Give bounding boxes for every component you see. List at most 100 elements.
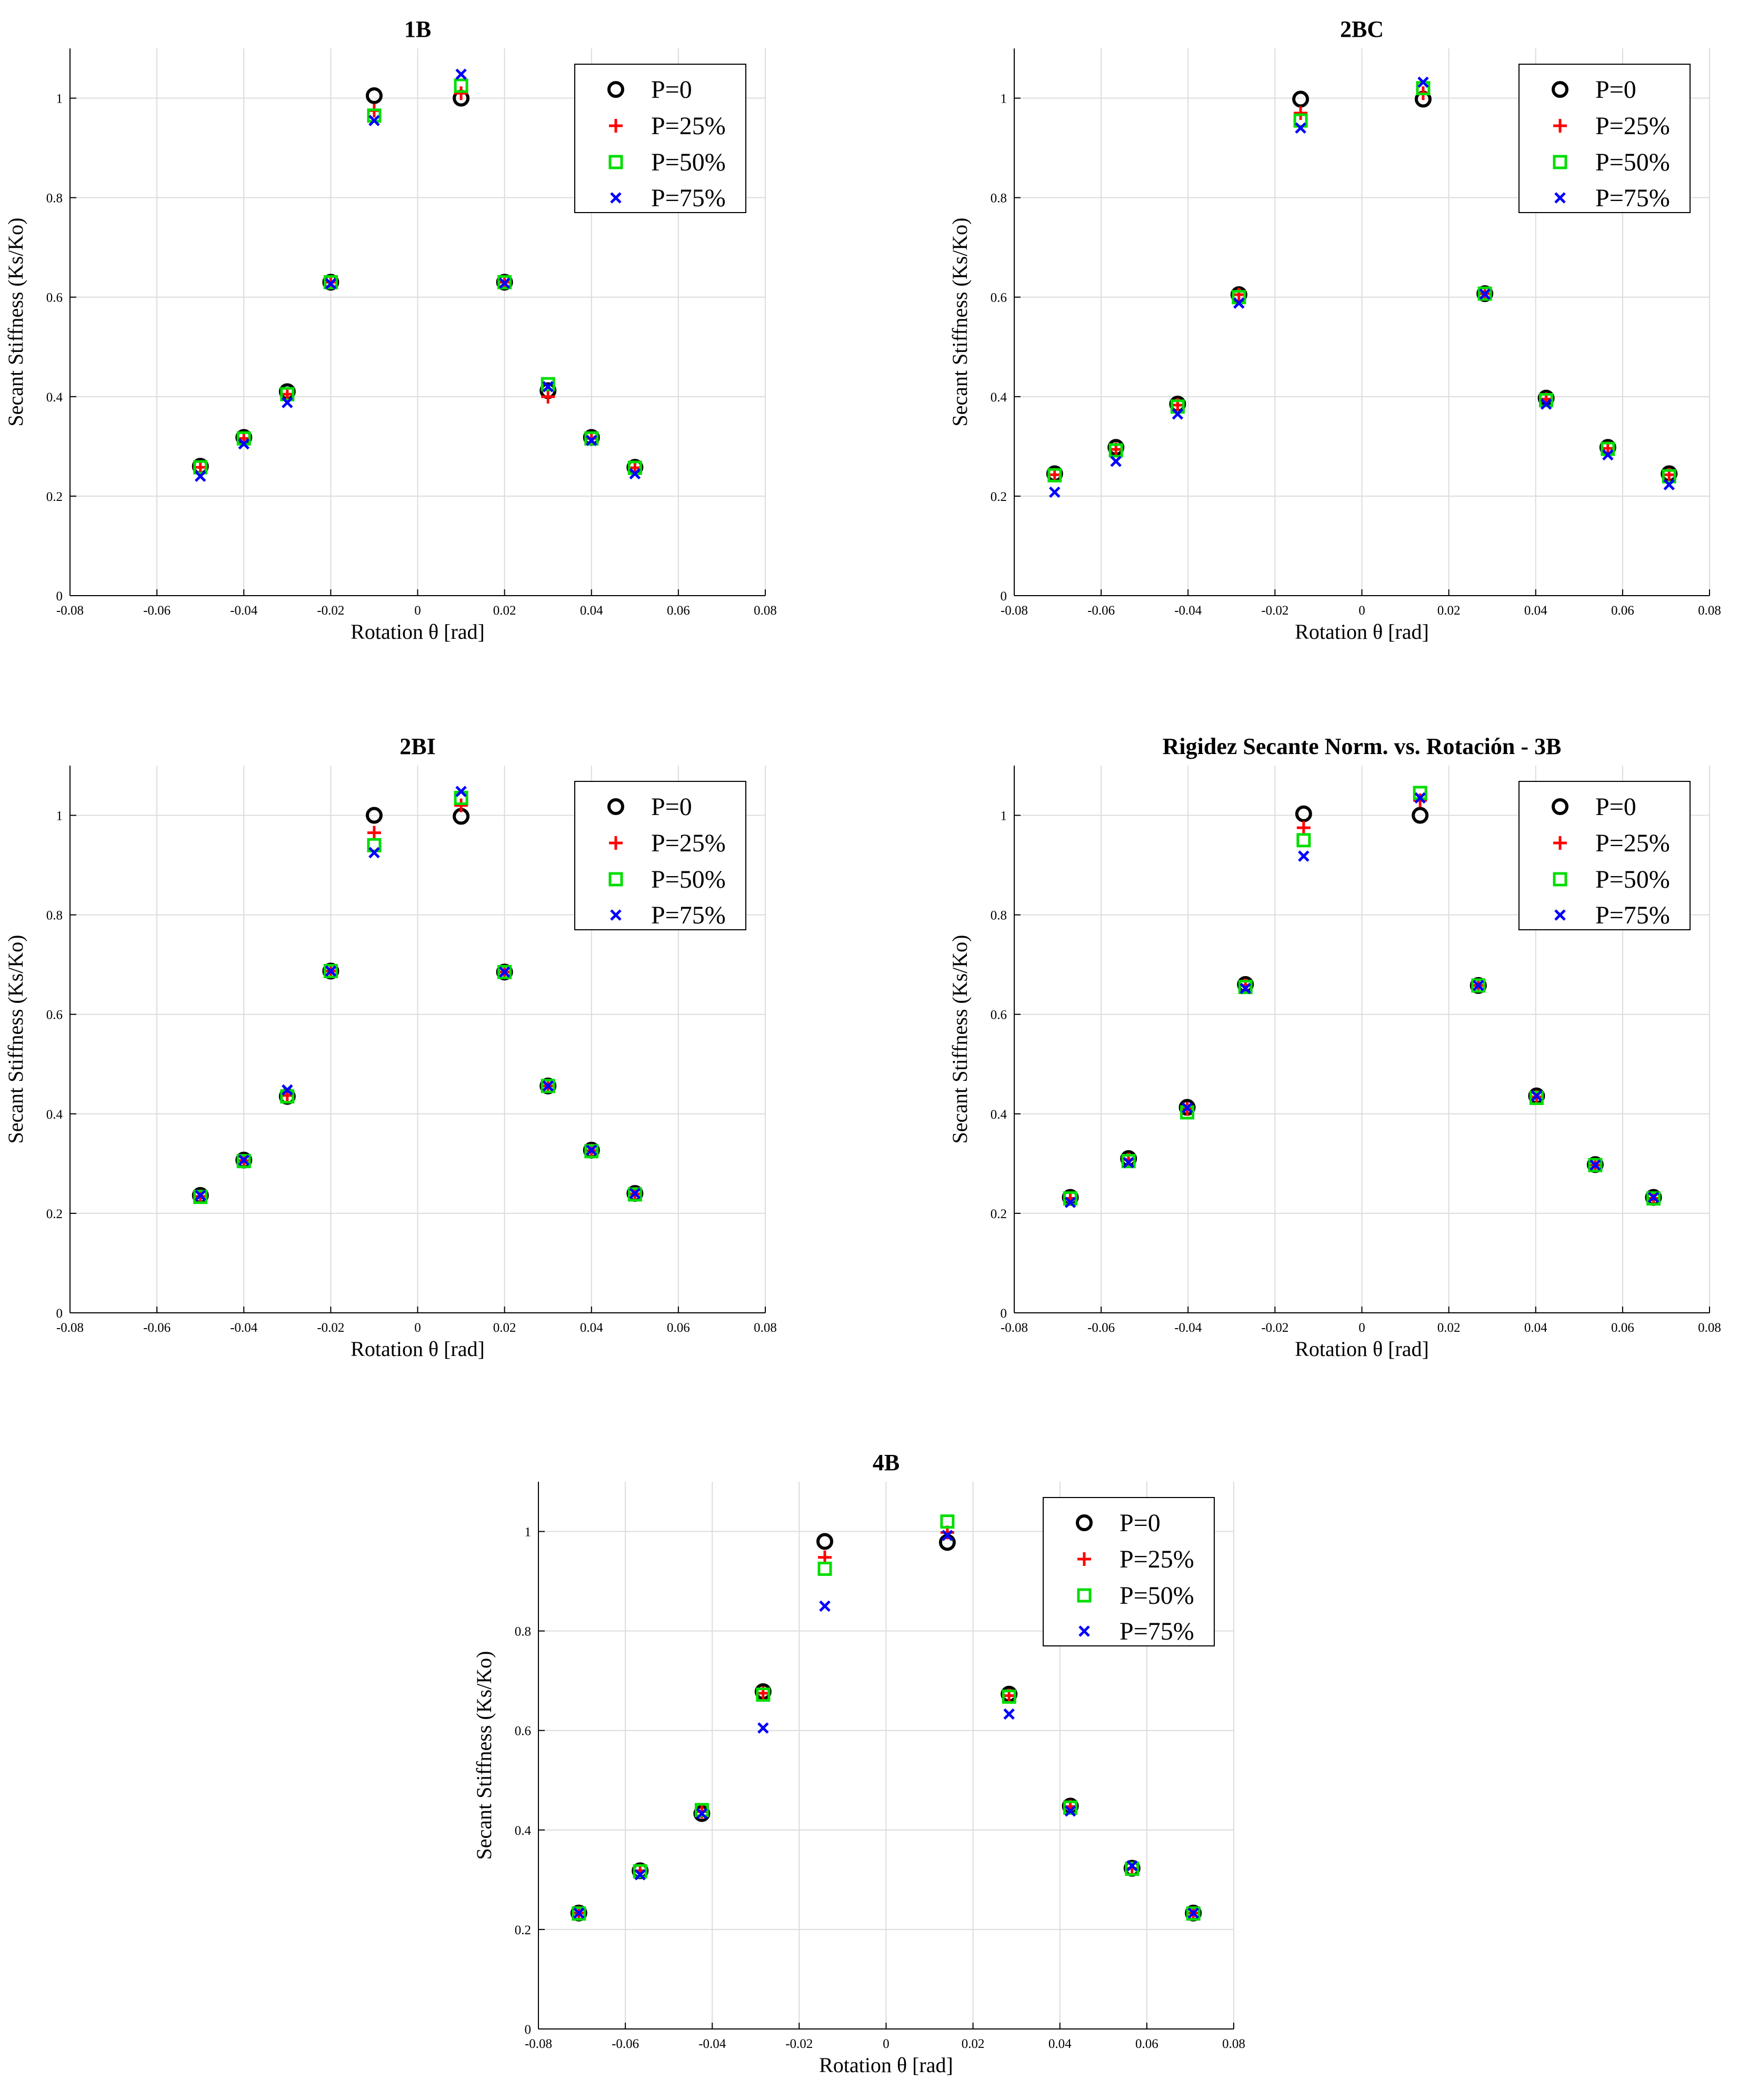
y-tick-label: 0 — [56, 589, 63, 604]
x-tick-label: 0.06 — [1611, 1321, 1634, 1335]
data-point — [1172, 408, 1184, 420]
data-point — [1064, 1197, 1076, 1208]
data-point — [627, 1187, 642, 1202]
y-axis-label: Secant Stiffness (Ks/Ko) — [948, 218, 972, 427]
x-tick-label: 0.06 — [1135, 2037, 1158, 2051]
series-x — [1064, 792, 1660, 1208]
data-point — [1126, 1860, 1138, 1872]
x-tick-label: 0.06 — [1611, 604, 1634, 618]
legend-label: P=75% — [1595, 184, 1670, 212]
legend-marker — [1078, 1625, 1090, 1637]
data-point — [238, 1154, 250, 1166]
x-tick-label: 0.08 — [1698, 1321, 1721, 1335]
data-point — [1063, 1800, 1078, 1815]
y-axis-label: Secant Stiffness (Ks/Ko) — [4, 935, 27, 1144]
x-tick-label: -0.04 — [1174, 1321, 1202, 1335]
chart-panel-1: -0.08 -0.06 -0.04 -0.02 0 0.02 0.04 0.06 0.08 0 0.… — [4, 16, 777, 644]
y-tick-label: 0.4 — [46, 390, 63, 405]
data-point — [1479, 288, 1491, 300]
legend-box — [1043, 1497, 1215, 1646]
data-point — [193, 460, 208, 475]
data-point — [573, 1907, 585, 1919]
data-point — [696, 1807, 708, 1820]
legend: P=0 P=25% P=50% P=75% — [1518, 64, 1691, 213]
data-point — [498, 966, 511, 978]
data-point — [194, 1190, 206, 1201]
data-point — [1588, 1158, 1603, 1172]
data-point — [365, 87, 383, 104]
y-tick-label: 0.8 — [991, 192, 1007, 206]
legend-box — [574, 64, 746, 213]
legend-box — [1518, 64, 1691, 213]
data-point — [1647, 1191, 1660, 1203]
y-tick-label: 0.6 — [46, 291, 63, 305]
data-point — [817, 1561, 832, 1576]
data-point — [1064, 1805, 1076, 1817]
data-point — [629, 468, 641, 480]
series-x — [573, 1530, 1199, 1919]
x-tick-label: -0.04 — [230, 604, 258, 618]
x-tick-label: 0 — [1358, 604, 1365, 618]
data-point — [572, 1906, 586, 1921]
data-point — [1121, 1154, 1136, 1169]
x-axis-label: Rotation θ [rad] — [351, 1337, 485, 1361]
legend-label: P=75% — [1595, 901, 1670, 929]
data-point — [1049, 486, 1061, 498]
legend-marker — [1554, 909, 1566, 921]
data-point — [455, 786, 467, 797]
x-tick-label: 0 — [883, 2037, 890, 2051]
legend: P=0 P=25% P=50% P=75% — [1518, 781, 1691, 930]
series-square — [193, 78, 642, 475]
legend: P=0 P=25% P=50% P=75% — [1043, 1497, 1215, 1646]
legend-label: P=75% — [651, 184, 726, 212]
chart-title: 2BI — [399, 734, 435, 759]
chart-title: 2BC — [1340, 16, 1384, 42]
data-point — [280, 387, 295, 401]
legend-marker — [1076, 1514, 1093, 1531]
legend-label: P=50% — [1595, 148, 1670, 176]
data-point — [323, 275, 338, 289]
data-point — [1238, 980, 1253, 994]
legend-label: P=25% — [1595, 112, 1670, 140]
y-tick-label: 0.2 — [46, 1207, 63, 1221]
data-point — [541, 389, 555, 404]
y-axis-label: Secant Stiffness (Ks/Ko) — [948, 935, 972, 1144]
series-square — [572, 1514, 1201, 1921]
x-tick-label: -0.08 — [56, 1321, 84, 1335]
data-point — [454, 78, 468, 93]
x-tick-label: -0.08 — [56, 604, 84, 618]
data-point — [454, 86, 468, 101]
data-point — [1186, 1906, 1201, 1921]
legend: P=0 P=25% P=50% P=75% — [574, 781, 746, 930]
data-point — [1296, 821, 1311, 835]
y-tick-label: 0.2 — [515, 1923, 531, 1937]
series-square — [1063, 786, 1661, 1206]
data-point — [282, 397, 293, 408]
data-point — [757, 1722, 769, 1734]
data-point — [1047, 468, 1062, 483]
x-tick-label: 0.02 — [962, 2037, 985, 2051]
data-point — [629, 1188, 641, 1199]
data-point — [325, 278, 337, 289]
x-tick-label: -0.06 — [1087, 1321, 1115, 1335]
y-tick-label: 0.8 — [46, 192, 63, 206]
x-tick-label: 0.08 — [1222, 2037, 1245, 2051]
data-point — [541, 1079, 555, 1093]
data-point — [1108, 443, 1123, 458]
chart-panel-2: -0.08 -0.06 -0.04 -0.02 0 0.02 0.04 0.06 0.08 0 0.… — [948, 16, 1721, 644]
legend-marker — [607, 798, 624, 815]
series-square — [193, 790, 642, 1204]
x-tick-label: -0.04 — [1174, 604, 1202, 618]
chart-panel-3: -0.08 -0.06 -0.04 -0.02 0 0.02 0.04 0.06 0.08 0 0.… — [4, 734, 777, 1361]
x-tick-label: 0.06 — [667, 1321, 690, 1335]
data-point — [634, 1869, 646, 1881]
legend-marker — [610, 192, 622, 204]
legend-label: P=25% — [651, 829, 726, 857]
data-point — [1187, 1907, 1199, 1919]
data-point — [1240, 982, 1251, 994]
x-axis-label: Rotation θ [rad] — [1295, 1337, 1429, 1361]
legend-label: P=0 — [651, 76, 692, 104]
x-tick-label: -0.08 — [1001, 604, 1028, 618]
y-axis-label: Secant Stiffness (Ks/Ko) — [4, 218, 27, 427]
